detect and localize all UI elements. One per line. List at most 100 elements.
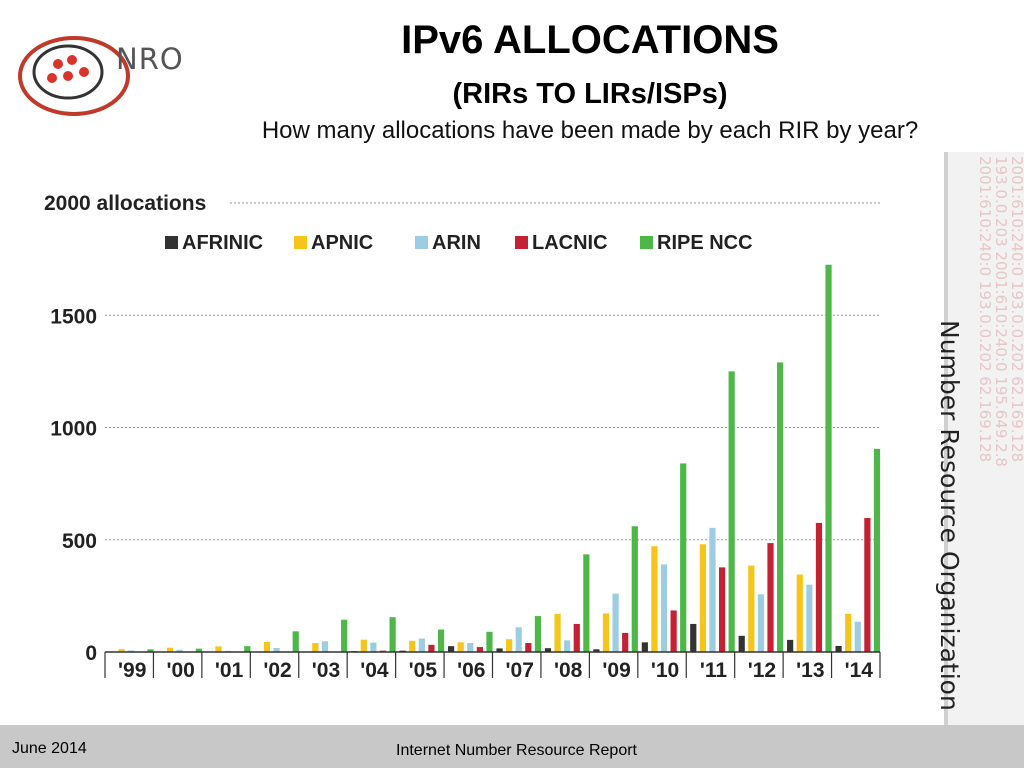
- legend-label: APNIC: [311, 232, 373, 254]
- bar-arin: [806, 584, 813, 652]
- allocations-bar-chart: 2000 allocations 1500 1000 500 0 '99 '00 '01 '02…: [44, 192, 881, 682]
- bar-ripe-ncc: [147, 649, 154, 652]
- bar-lacnic: [476, 647, 483, 652]
- bar-lacnic: [525, 643, 532, 652]
- bar-apnic: [554, 613, 561, 652]
- bar-ripe-ncc: [825, 264, 832, 652]
- bar-apnic: [506, 639, 513, 652]
- bar-apnic: [602, 613, 610, 652]
- bar-arin: [321, 641, 329, 652]
- legend-swatch-lacnic: [515, 236, 528, 249]
- bar-lacnic: [622, 632, 629, 652]
- x-tick-label: '01: [215, 659, 244, 682]
- logo-swoosh-outer: [18, 36, 130, 116]
- x-tick-label: '99: [118, 659, 146, 682]
- bar-lacnic: [573, 623, 580, 652]
- bar-ripe-ncc: [534, 616, 542, 652]
- bar-apnic: [166, 647, 174, 652]
- bar-apnic: [748, 565, 755, 652]
- x-tick-label: '06: [457, 659, 485, 682]
- bar-apnic: [360, 639, 367, 652]
- bar-apnic: [263, 641, 271, 652]
- bar-arin: [128, 650, 135, 652]
- bar-arin: [467, 643, 474, 652]
- bar-arin: [273, 647, 280, 652]
- logo-swoosh-inner: [32, 44, 104, 100]
- footer-bar: June 2014 Internet Number Resource Repor…: [0, 725, 1024, 768]
- footer-date: June 2014: [12, 740, 87, 757]
- bar-ripe-ncc: [292, 631, 299, 652]
- y-tick-label: 500: [62, 530, 97, 553]
- legend-swatch-afrinic: [165, 236, 178, 249]
- nro-logo: [18, 36, 130, 116]
- bar-apnic: [651, 546, 658, 652]
- bar-arin: [176, 649, 183, 652]
- x-tick-label: '03: [312, 659, 340, 682]
- bar-lacnic: [718, 567, 726, 652]
- x-tick-label: '09: [602, 659, 630, 682]
- bar-ripe-ncc: [195, 648, 202, 652]
- bar-apnic: [796, 574, 803, 652]
- bar-afrinic: [641, 642, 648, 652]
- y-tick-label: 1500: [50, 305, 97, 328]
- bar-afrinic: [690, 623, 697, 652]
- bar-arin: [709, 527, 716, 652]
- x-tick-label: '13: [796, 659, 824, 682]
- bar-afrinic: [593, 649, 600, 652]
- x-tick-label: '14: [845, 659, 874, 682]
- legend-label: RIPE NCC: [657, 232, 753, 254]
- side-ip-text: 2001:610:240:0 193.0.0.202 62.169.128: [976, 156, 994, 463]
- bar-lacnic: [767, 543, 774, 652]
- bar-ripe-ncc: [631, 526, 638, 652]
- chart-question: How many allocations have been made by e…: [261, 117, 919, 144]
- x-tick-label: '05: [409, 659, 438, 682]
- y-tick-label: 0: [85, 642, 97, 665]
- bar-arin: [660, 564, 668, 652]
- bar-apnic: [845, 613, 852, 652]
- legend-label: ARIN: [432, 232, 481, 254]
- side-decoration-strip: 2001:610:240:0 193.0.0.202 62.169.128 19…: [944, 152, 1024, 725]
- bar-ripe-ncc: [437, 629, 445, 652]
- x-tick-label: '04: [360, 659, 389, 682]
- bar-arin: [854, 621, 861, 652]
- bar-apnic: [215, 646, 222, 652]
- bar-arin: [757, 594, 765, 652]
- bar-afrinic: [544, 648, 552, 652]
- x-tick-label: '08: [554, 659, 583, 682]
- bar-ripe-ncc: [680, 463, 687, 652]
- bar-afrinic: [738, 635, 745, 652]
- logo-text: NRO: [116, 42, 184, 76]
- legend-label: AFRINIC: [182, 232, 263, 254]
- bar-afrinic: [835, 645, 842, 652]
- bar-arin: [370, 642, 377, 652]
- page-title: IPv6 ALLOCATIONS: [401, 18, 779, 62]
- x-tick-label: '12: [748, 659, 776, 682]
- legend-swatch-ripe-ncc: [640, 236, 653, 249]
- x-tick-label: '11: [700, 659, 728, 682]
- bar-apnic: [409, 640, 416, 652]
- bar-ripe-ncc: [728, 371, 735, 652]
- side-ip-text: 2001:610:240:0 193.0.0.202 62.169.128: [1008, 156, 1024, 463]
- bar-arin: [612, 593, 619, 652]
- bar-ripe-ncc: [341, 619, 348, 652]
- bar-arin: [564, 640, 571, 652]
- x-tick-label: '10: [651, 659, 679, 682]
- y-tick-label: 1000: [50, 418, 97, 441]
- bar-afrinic: [447, 646, 455, 652]
- bar-apnic: [118, 649, 125, 652]
- bar-arin: [515, 627, 522, 652]
- side-ip-text: 193.0.0.203 2001:610:240:0 195.649.2.8: [992, 156, 1010, 467]
- bar-apnic: [457, 642, 464, 652]
- y-axis-label: 2000 allocations: [44, 192, 206, 215]
- bar-lacnic: [864, 517, 871, 652]
- footer-title: Internet Number Resource Report: [396, 742, 637, 759]
- legend-swatch-apnic: [294, 236, 307, 249]
- bar-ripe-ncc: [777, 362, 784, 652]
- bar-apnic: [699, 544, 706, 652]
- bar-apnic: [312, 643, 319, 652]
- legend-swatch-arin: [415, 236, 428, 249]
- x-tick-label: '02: [263, 659, 291, 682]
- x-tick-label: '00: [166, 659, 194, 682]
- bar-ripe-ncc: [244, 646, 251, 652]
- bar-lacnic: [670, 610, 677, 652]
